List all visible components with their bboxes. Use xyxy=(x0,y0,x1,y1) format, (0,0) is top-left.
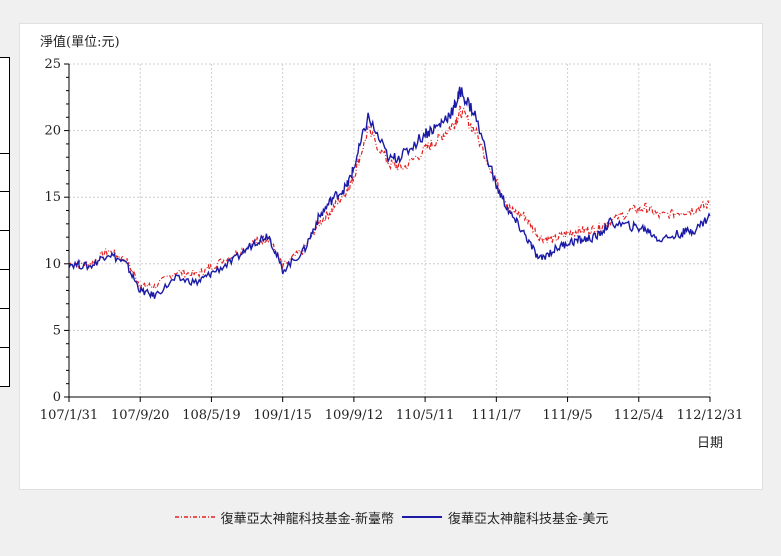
y-tick-label: 10 xyxy=(44,257,61,272)
axis-layer xyxy=(64,63,711,402)
x-tick-label: 107/9/20 xyxy=(111,408,169,423)
legend-swatch-usd xyxy=(402,516,442,518)
x-tick-label: 112/5/4 xyxy=(614,408,664,423)
table-row-divider xyxy=(0,153,9,154)
x-tick-label: 108/5/19 xyxy=(182,408,240,423)
x-axis-title: 日期 xyxy=(697,436,723,451)
x-tick-label: 107/1/31 xyxy=(40,408,98,423)
x-tick-label: 109/9/12 xyxy=(325,408,383,423)
x-tick-label: 112/12/31 xyxy=(677,408,744,423)
series-line-usd xyxy=(68,86,711,300)
table-row-divider xyxy=(0,269,9,270)
chart-legend: 復華亞太神龍科技基金-新臺幣 復華亞太神龍科技基金-美元 xyxy=(0,505,781,529)
y-tick-label: 0 xyxy=(53,390,61,405)
x-tick-label: 111/9/5 xyxy=(542,408,592,423)
table-row-divider xyxy=(0,191,9,192)
x-tick-label: 110/5/11 xyxy=(396,408,454,423)
chart-panel: 淨值(單位:元) 日期 0 5 10 15 20 25 107/1/31 107/9/20 10… xyxy=(19,23,763,490)
legend-swatch-twd xyxy=(174,516,215,518)
legend-label-usd: 復華亞太神龍科技基金-美元 xyxy=(448,511,609,527)
y-tick-label: 15 xyxy=(44,190,61,205)
table-row-divider xyxy=(0,347,9,348)
y-tick-label: 20 xyxy=(44,124,61,139)
y-axis-title: 淨值(單位:元) xyxy=(40,34,120,50)
table-row-divider xyxy=(0,308,9,309)
y-tick-label: 5 xyxy=(53,323,61,338)
table-row-divider xyxy=(0,230,9,231)
x-tick-label: 109/1/15 xyxy=(253,408,311,423)
legend-item-twd: 復華亞太神龍科技基金-新臺幣 xyxy=(173,508,394,527)
left-table-edge xyxy=(0,57,10,387)
nav-line-chart: 淨值(單位:元) 日期 0 5 10 15 20 25 107/1/31 107/9/20 10… xyxy=(40,34,744,451)
series-layer xyxy=(68,86,711,300)
legend-item-usd: 復華亞太神龍科技基金-美元 xyxy=(400,508,608,527)
x-tick-label: 111/1/7 xyxy=(471,408,521,423)
y-tick-label: 25 xyxy=(44,57,61,72)
legend-label-twd: 復華亞太神龍科技基金-新臺幣 xyxy=(220,511,394,527)
grid-layer xyxy=(69,63,711,397)
label-layer: 淨值(單位:元) 日期 0 5 10 15 20 25 107/1/31 107/9/20 10… xyxy=(40,34,744,451)
